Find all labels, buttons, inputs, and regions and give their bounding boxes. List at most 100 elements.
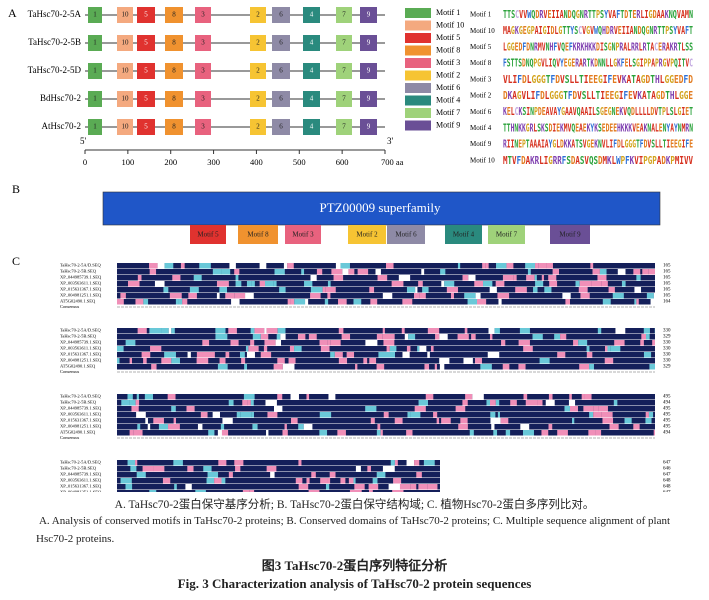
alignment-cell [202, 340, 210, 346]
motif-box [195, 119, 211, 135]
logo-letter: V [647, 138, 651, 151]
legend-swatch [405, 120, 431, 131]
alignment-cell [419, 346, 427, 352]
logo-letter: S [685, 40, 689, 53]
logo-letter: H [602, 24, 606, 37]
alignment-cell [422, 287, 429, 293]
alignment-cell [290, 394, 299, 400]
alignment-cell [439, 334, 448, 340]
alignment-cell [341, 334, 351, 340]
alignment-cell [483, 281, 493, 287]
logo-letter: A [612, 8, 616, 21]
motif-box [195, 91, 211, 107]
motif-box [117, 91, 133, 107]
motif-number: 8 [172, 11, 176, 19]
logo-letter: T [657, 24, 661, 37]
alignment-end: 165 [663, 264, 671, 269]
logo-letter: E [542, 105, 546, 118]
alignment-cell [475, 358, 482, 364]
logo-letter: V [557, 40, 561, 53]
alignment-cell [382, 293, 393, 299]
logo-letter: V [654, 105, 658, 118]
alignment-cell [355, 364, 358, 370]
alignment-cell [283, 263, 288, 269]
alignment-cell [589, 412, 594, 418]
alignment-cell [406, 430, 413, 436]
logo-letter: K [666, 154, 671, 167]
logo-letter: N [598, 57, 602, 70]
logo-letter: L [570, 73, 575, 86]
alignment-cell [231, 299, 240, 305]
alignment-cell [335, 263, 341, 269]
logo-letter: K [621, 121, 625, 134]
alignment-cell [505, 430, 511, 436]
sequence-name: TaHsc70-2-5B.SEQ [60, 334, 97, 339]
logo-letter: V [577, 89, 582, 102]
logo-letter: L [545, 89, 550, 102]
logo-letter: L [533, 121, 537, 134]
alignment-cell [117, 299, 124, 305]
alignment-cell [649, 364, 655, 370]
logo-letter: V [634, 154, 639, 167]
legend-label: Motif 2 [436, 70, 460, 79]
logo-letter: E [609, 121, 613, 134]
logo-letter: Y [590, 121, 594, 134]
alignment-cell [320, 346, 330, 352]
logo-letter: I [539, 24, 543, 37]
alignment-cell [243, 394, 255, 400]
motif-number: 6 [279, 11, 283, 19]
alignment-cell [645, 418, 652, 424]
alignment-cell [195, 490, 206, 492]
axis-tick-label: 600 [336, 157, 349, 167]
motif-number: 10 [122, 11, 130, 19]
logo-letter: I [626, 24, 630, 37]
legend-label: Motif 5 [436, 33, 460, 42]
logo-letter: P [652, 154, 657, 167]
alignment-row [117, 406, 655, 412]
logo-letter: A [565, 105, 569, 118]
motif-number: 5 [144, 39, 148, 47]
alignment-cell [436, 418, 440, 424]
logo-letter: P [643, 154, 648, 167]
alignment-cell [235, 281, 242, 287]
alignment-cell [388, 484, 400, 490]
alignment-cell [569, 406, 578, 412]
alignment-cell [294, 299, 306, 305]
logo-letter: S [566, 154, 571, 167]
alignment-cell [228, 472, 233, 478]
alignment-cell [340, 478, 346, 484]
alignment-cell [219, 358, 226, 364]
alignment-cell [535, 281, 541, 287]
motif-box [336, 63, 352, 79]
logo-letter: P [615, 40, 619, 53]
alignment-row [117, 484, 440, 490]
alignment-cell [189, 287, 199, 293]
motif-box [360, 35, 377, 51]
alignment-cell [127, 460, 136, 466]
logo-letter: T [566, 24, 570, 37]
logo-letter: K [503, 105, 507, 118]
logo-letter: E [636, 121, 640, 134]
alignment-cell [172, 275, 181, 281]
alignment-cell [242, 400, 248, 406]
alignment-cell [248, 346, 259, 352]
logo-letter: D [573, 89, 578, 102]
sequence-name: XP_004981251.1.SEQ [60, 358, 102, 363]
logo-letter: S [579, 138, 583, 151]
sequence-logo: RIINEPTAAAIAYGLDKKATSVGEKNVLIFDLGGGTFDVS… [503, 138, 693, 151]
logo-letter: L [574, 73, 579, 86]
legend-swatch [405, 8, 431, 18]
legend-swatch [405, 58, 431, 68]
logo-letter: V [512, 154, 517, 167]
sequence-name: XP_015631367.1.SEQ [60, 287, 102, 292]
logo-letter: V [541, 57, 545, 70]
alignment-cell [552, 269, 560, 275]
logo-letter: G [537, 57, 541, 70]
logo-letter: Q [673, 8, 677, 21]
logo-letter: G [561, 105, 565, 118]
logo-letter: E [689, 138, 693, 151]
motif-number: 5 [144, 123, 148, 131]
logo-letter: S [689, 40, 693, 53]
logo-letter: Q [589, 154, 594, 167]
logo-letter: F [684, 73, 689, 86]
